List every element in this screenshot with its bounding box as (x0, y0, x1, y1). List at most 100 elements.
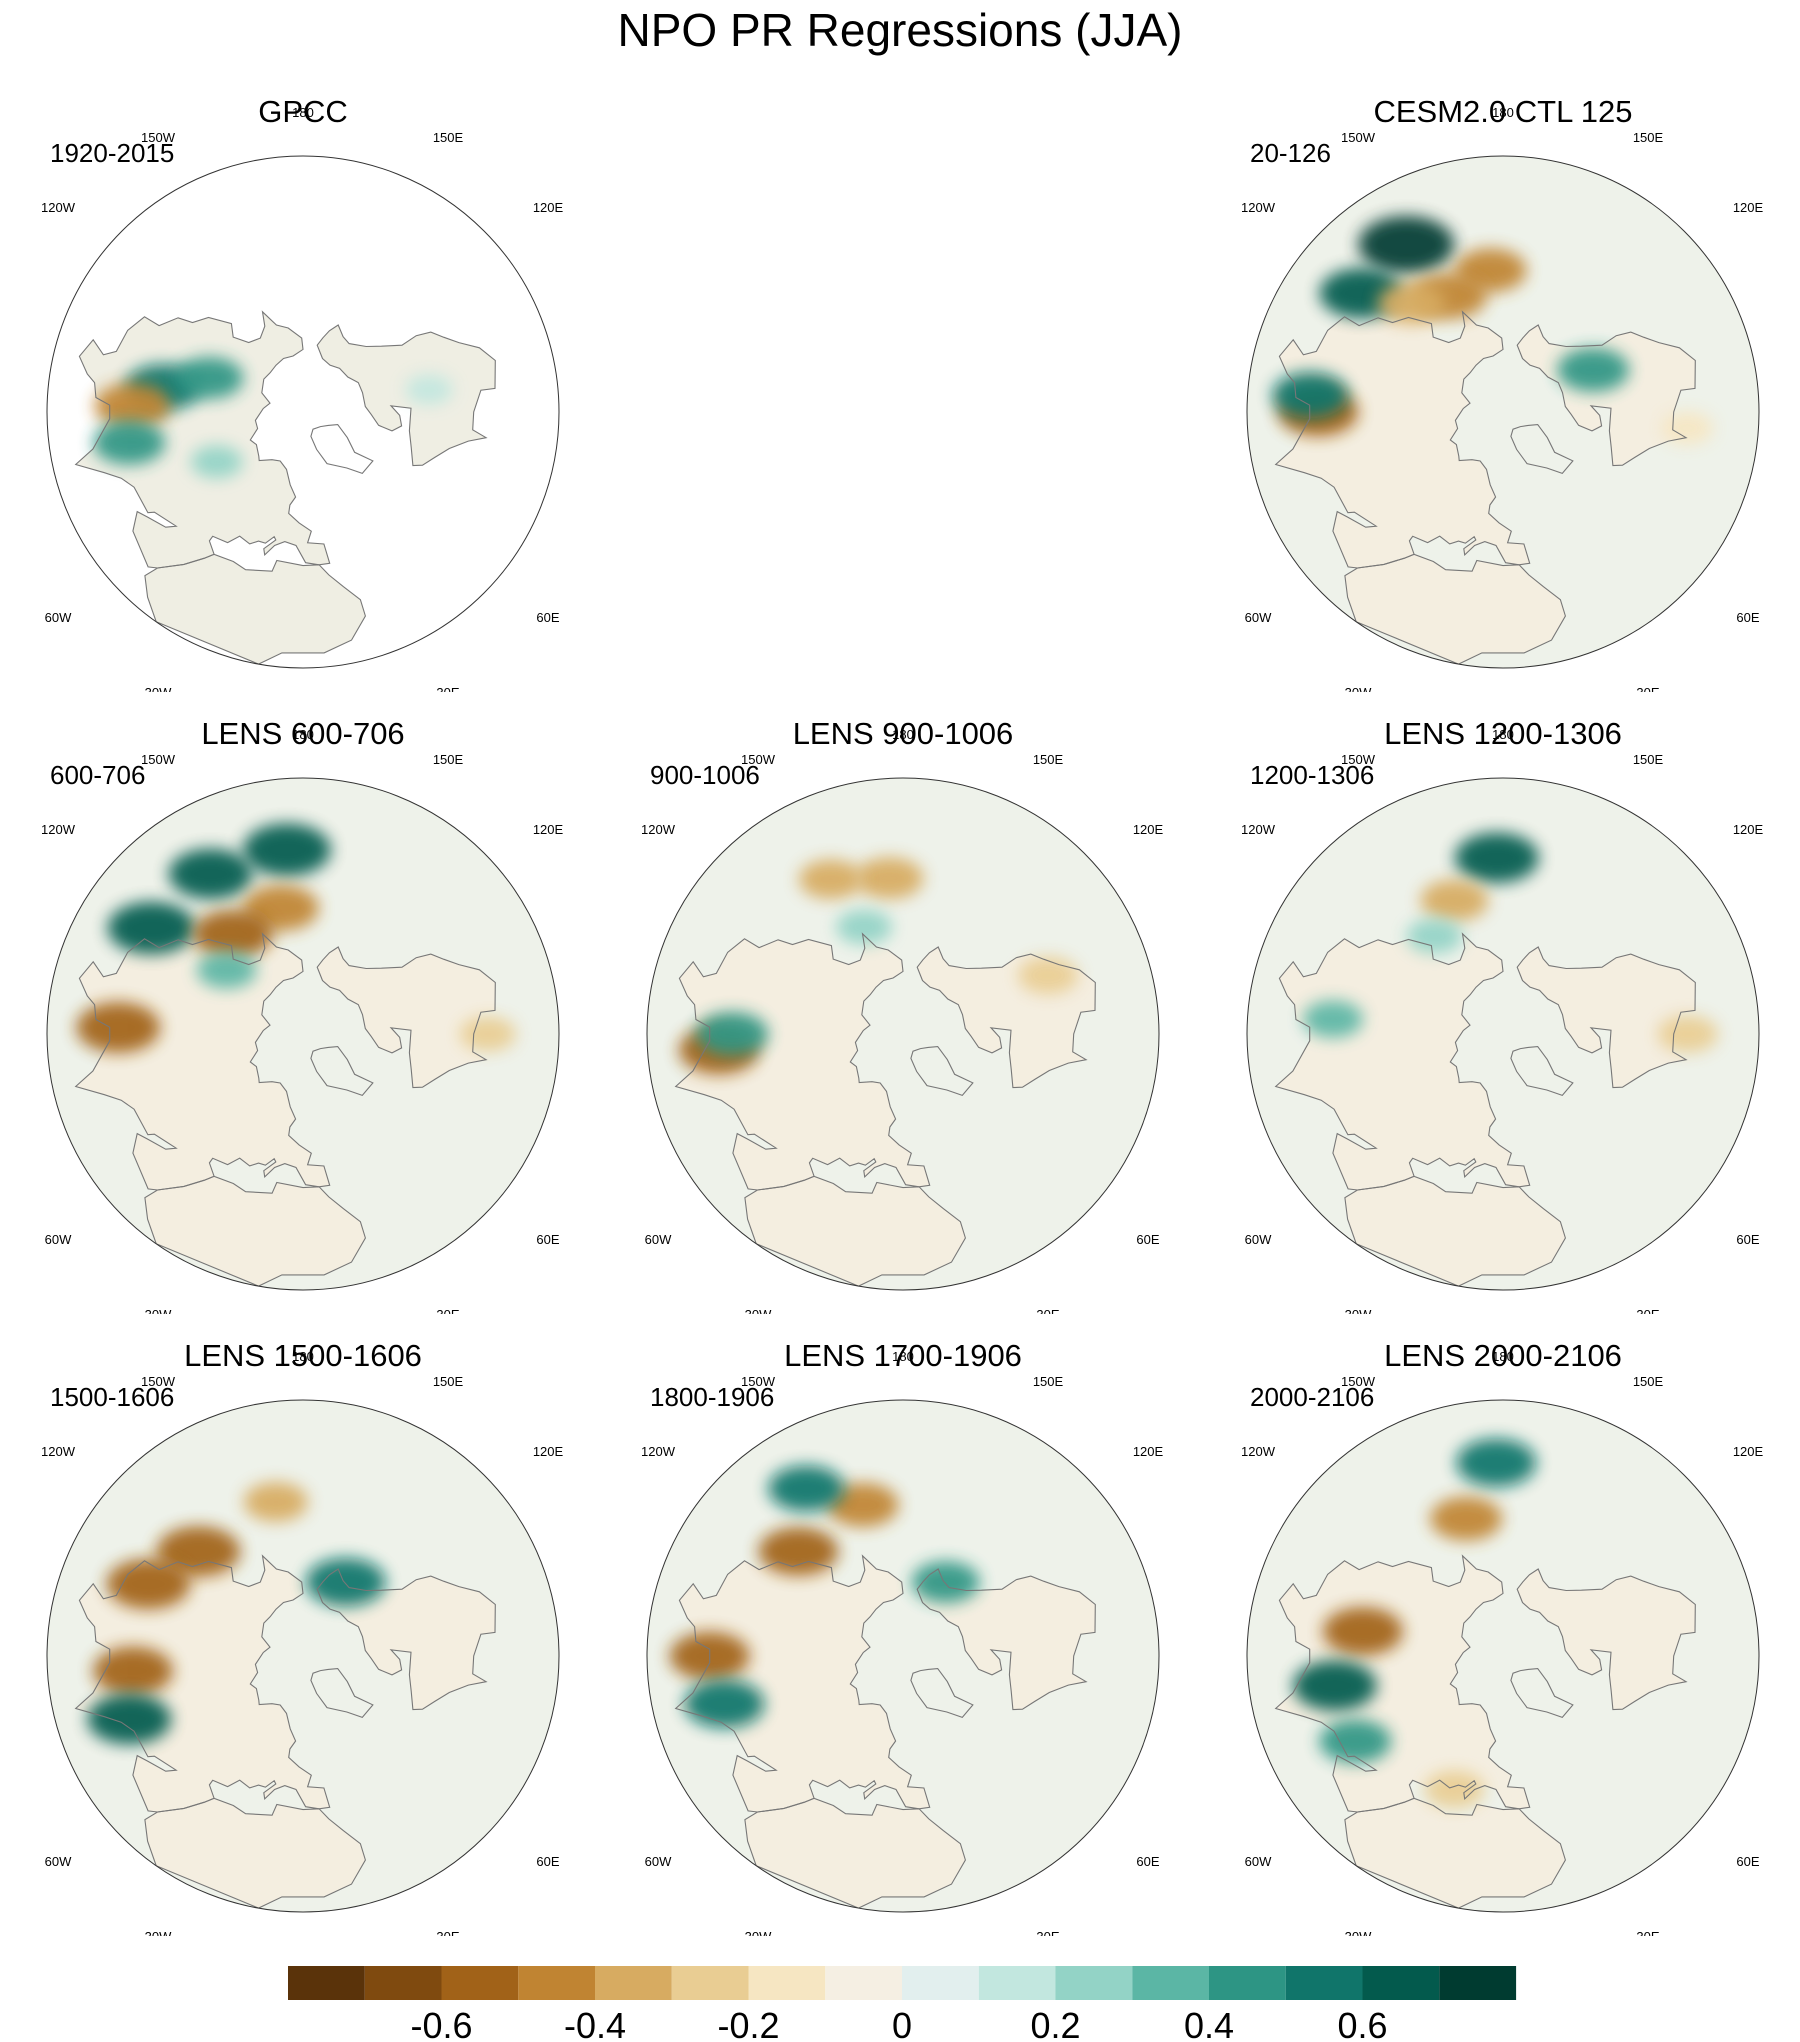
land-tint (1275, 933, 1530, 1190)
field-anomaly (1322, 1607, 1403, 1656)
field-anomaly (192, 909, 273, 958)
field-anomaly (93, 420, 166, 465)
field-anomaly (93, 1646, 173, 1695)
panel-lens-1200: 180150E120E90E60E30E030W60W90W120W150W L… (1223, 714, 1783, 1314)
longitude-label: 30W (745, 1929, 772, 1936)
longitude-label: 30W (145, 1307, 172, 1314)
field-anomaly (94, 383, 171, 429)
coastline (744, 1797, 966, 1909)
coastline (1344, 1175, 1566, 1287)
panel-period: 1500-1606 (50, 1382, 175, 1412)
panel-title: CESM2.0 CTL 125 (1373, 94, 1633, 129)
land-tint (1344, 1798, 1566, 1909)
longitude-label: 60E (536, 1854, 559, 1869)
field-anomaly (1456, 1438, 1537, 1487)
land-tint (1275, 311, 1530, 568)
longitude-label: 60E (536, 1232, 559, 1247)
map-boundary (646, 1399, 1160, 1913)
colorbar-swatch (595, 1966, 672, 2000)
polar-map: 180150E120E90E60E30E030W60W90W120W150W (641, 1349, 1163, 1936)
coastline (674, 932, 931, 1191)
colorbar-swatch (1055, 1966, 1133, 2000)
field-anomaly (684, 1679, 765, 1728)
coastline (910, 1046, 974, 1097)
field-anomaly (242, 823, 331, 877)
longitude-label: 150E (1033, 1374, 1064, 1389)
longitude-label: 150E (1633, 1374, 1664, 1389)
longitude-label: 60E (1736, 610, 1759, 625)
field-anomaly (1292, 1660, 1377, 1711)
colorbar-tick-label: -0.6 (410, 2005, 472, 2042)
field-anomaly (405, 374, 454, 406)
polar-map: 180150E120E90E60E30E030W60W90W120W150W (1241, 727, 1763, 1314)
coastline (1516, 324, 1696, 467)
field-anomaly (76, 1002, 161, 1053)
coastline (910, 1668, 974, 1719)
field-anomaly (1557, 348, 1630, 392)
longitude-label: 180 (292, 105, 314, 120)
colorbar-swatch (1362, 1966, 1440, 2000)
coastline (316, 1568, 496, 1711)
coastline (1344, 1797, 1566, 1909)
colorbar-tick-label: 0 (892, 2005, 912, 2042)
coastline (310, 424, 374, 475)
longitude-label: 120W (41, 200, 76, 215)
field-anomaly (1430, 1496, 1503, 1541)
panel-period: 20-126 (1250, 138, 1331, 168)
map-boundary (46, 155, 560, 669)
coastline (1510, 1668, 1574, 1719)
longitude-label: 120E (1733, 1444, 1764, 1459)
colorbar-tick-label: -0.4 (564, 2005, 626, 2042)
coastline (144, 553, 366, 665)
field-anomaly (1377, 282, 1446, 324)
field-anomaly (798, 859, 863, 899)
longitude-label: 180 (1492, 1349, 1514, 1364)
longitude-label: 60W (1245, 1232, 1272, 1247)
longitude-label: 180 (292, 727, 314, 742)
figure-title: NPO PR Regressions (JJA) (617, 4, 1183, 56)
longitude-label: 30E (436, 1929, 459, 1936)
panel-lens-600: 180150E120E90E60E30E030W60W90W120W150W L… (23, 714, 583, 1314)
land-tint (675, 1555, 930, 1812)
longitude-label: 30E (1036, 1929, 1059, 1936)
longitude-label: 150W (141, 1374, 176, 1389)
longitude-label: 60W (45, 1854, 72, 1869)
longitude-label: 120W (41, 1444, 76, 1459)
land-tint (144, 1176, 366, 1287)
longitude-label: 30E (1636, 1307, 1659, 1314)
longitude-label: 30W (145, 685, 172, 692)
longitude-label: 60E (1136, 1854, 1159, 1869)
panel-period: 1920-2015 (50, 138, 175, 168)
panel-period: 1200-1306 (1250, 760, 1375, 790)
land-tint (1344, 554, 1566, 665)
coastline (916, 946, 1096, 1089)
coastline (74, 1554, 331, 1813)
longitude-label: 180 (892, 1349, 914, 1364)
longitude-label: 30E (436, 1307, 459, 1314)
land-tint (917, 1569, 1096, 1710)
land-tint (144, 1798, 366, 1909)
field-anomaly (175, 357, 244, 399)
colorbar-swatch (671, 1966, 749, 2000)
longitude-label: 60E (536, 610, 559, 625)
field-anomaly (1303, 1000, 1363, 1038)
land-tint (744, 1176, 966, 1287)
longitude-label: 60E (1136, 1232, 1159, 1247)
land-tint (1517, 947, 1696, 1088)
longitude-label: 120W (1241, 200, 1276, 215)
longitude-label: 150W (141, 130, 176, 145)
coastline (1510, 424, 1574, 475)
coastline (1274, 1554, 1531, 1813)
colorbar-swatch (441, 1966, 519, 2000)
colorbar-swatch (902, 1966, 979, 2000)
longitude-label: 150W (1341, 1374, 1376, 1389)
longitude-label: 60W (645, 1232, 672, 1247)
colorbar-swatch (978, 1966, 1056, 2000)
panel-cesm-ctl: 180150E120E90E60E30E030W60W90W120W150W C… (1223, 92, 1783, 692)
colorbar-tick-label: -0.2 (717, 2005, 779, 2042)
longitude-label: 120W (641, 1444, 676, 1459)
colorbar-swatch (825, 1966, 903, 2000)
colorbar-swatch (288, 1966, 365, 2000)
longitude-label: 30W (745, 1307, 772, 1314)
longitude-label: 180 (1492, 727, 1514, 742)
